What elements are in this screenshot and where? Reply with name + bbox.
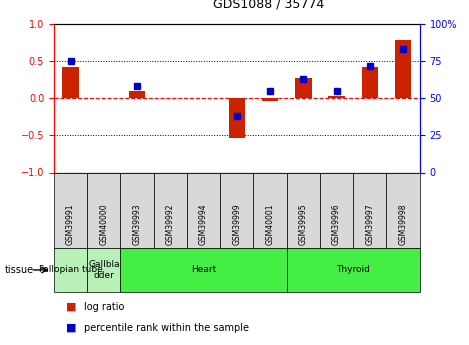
- Text: GSM39992: GSM39992: [166, 204, 175, 245]
- Bar: [262, 98, 279, 101]
- Text: GSM39991: GSM39991: [66, 204, 75, 245]
- Text: GSM39999: GSM39999: [232, 203, 242, 245]
- Text: GSM40001: GSM40001: [265, 204, 275, 245]
- Text: GSM39996: GSM39996: [332, 203, 341, 245]
- Text: log ratio: log ratio: [84, 302, 125, 312]
- Text: GSM39994: GSM39994: [199, 203, 208, 245]
- Text: GSM40000: GSM40000: [99, 203, 108, 245]
- Text: GSM39995: GSM39995: [299, 203, 308, 245]
- Text: GDS1088 / 35774: GDS1088 / 35774: [213, 0, 325, 10]
- Bar: [328, 96, 345, 98]
- Text: Thyroid: Thyroid: [336, 265, 370, 275]
- Bar: [362, 67, 378, 98]
- Text: percentile rank within the sample: percentile rank within the sample: [84, 323, 250, 333]
- Text: ■: ■: [66, 323, 76, 333]
- Text: GSM39993: GSM39993: [133, 203, 142, 245]
- Text: tissue: tissue: [5, 265, 34, 275]
- Bar: [228, 98, 245, 138]
- Text: Gallbla
dder: Gallbla dder: [88, 260, 120, 280]
- Text: GSM39997: GSM39997: [365, 203, 374, 245]
- Bar: [129, 91, 145, 98]
- Text: Heart: Heart: [191, 265, 216, 275]
- Bar: [62, 67, 79, 98]
- Text: Fallopian tube: Fallopian tube: [38, 265, 102, 275]
- Bar: [395, 40, 411, 98]
- Bar: [295, 78, 312, 98]
- Text: ■: ■: [66, 302, 76, 312]
- Text: GSM39998: GSM39998: [399, 204, 408, 245]
